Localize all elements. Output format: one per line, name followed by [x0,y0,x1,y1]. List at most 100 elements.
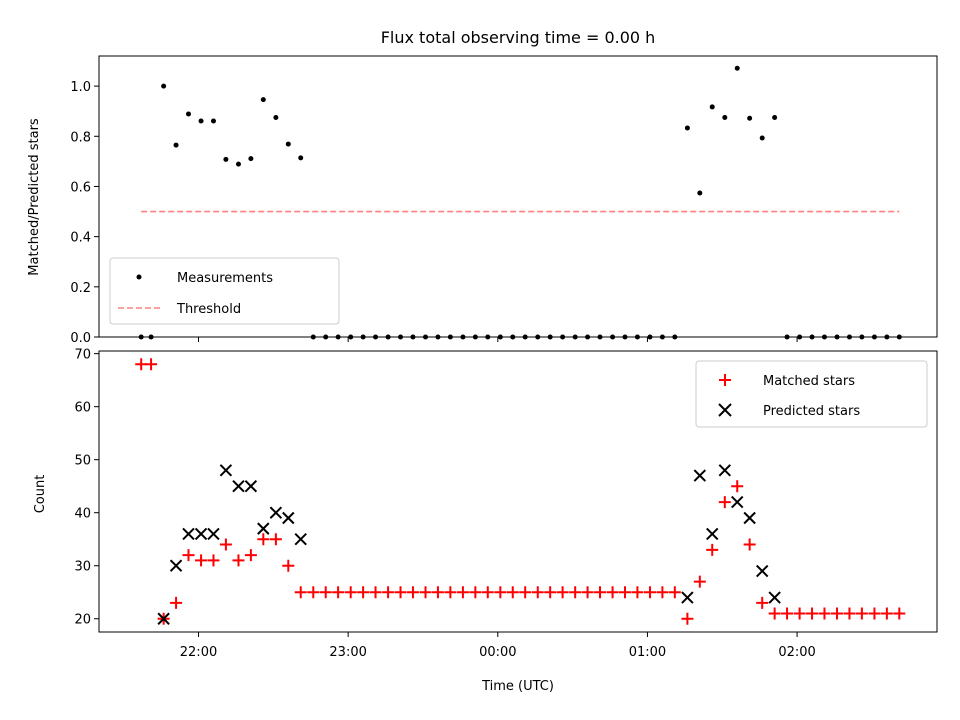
bottom-y-tick-label: 20 [74,613,91,628]
matched-star-point [469,586,482,599]
bottom-x-ticks: 22:00 23:00 00:00 01:00 02:00 [180,632,816,660]
measurement-point [772,114,778,120]
matched-star-point [631,586,644,599]
matched-star-point [444,586,457,599]
predicted-star-point [706,527,719,541]
measurement-point [248,156,254,162]
measurement-point [260,97,266,103]
legend-measurements-label: Measurements [177,271,273,286]
predicted-star-point [756,564,769,578]
measurement-point [684,125,690,131]
matched-star-point [494,586,507,599]
matched-star-point [481,586,494,599]
predicted-star-point [681,591,694,604]
predicted-star-point [282,511,295,525]
top-y-tick-label: 0.6 [70,180,91,195]
matched-star-point [456,586,469,599]
matched-star-point [893,607,906,620]
top-y-tick-label: 0.2 [70,281,91,296]
matched-star-point [344,586,357,599]
bottom-y-ticks: 20 30 40 50 60 70 [74,348,99,628]
matched-star-point [357,586,370,599]
matched-star-point [294,586,307,599]
measurement-point [747,115,753,121]
bottom-x-tick-label: 00:00 [479,645,516,660]
measurement-point [161,83,167,89]
legend-threshold-label: Threshold [176,302,241,317]
matched-star-point [618,586,631,599]
predicted-star-point [169,559,183,572]
matched-star-point [257,533,270,546]
matched-star-point [182,549,195,562]
matched-star-point [594,586,607,599]
matched-star-point [793,607,806,620]
measurement-point [697,190,703,196]
matched-star-point [244,549,257,562]
legend-predicted-marker [718,403,732,417]
matched-star-point [843,607,856,620]
matched-star-point [581,586,594,599]
matched-star-point [269,533,282,546]
measurement-point [285,141,291,147]
matched-star-point [668,586,681,599]
matched-star-point [718,496,731,509]
predicted-star-point [219,464,233,477]
predicted-star-point [182,527,195,541]
measurement-point [185,111,191,117]
matched-star-point [768,607,781,620]
matched-star-point [569,586,582,599]
matched-star-point [531,586,544,599]
matched-star-point [369,586,382,599]
bottom-axes-frame [98,350,938,633]
bottom-x-axis-label: Time (UTC) [481,679,554,694]
bottom-panel: Count Time (UTC) 20 30 40 50 60 70 22:00 23:00… [33,348,938,694]
legend-predicted-label: Predicted stars [763,404,860,419]
bottom-x-tick-label: 23:00 [329,645,366,660]
legend-matched-label: Matched stars [763,374,855,389]
bottom-y-tick-label: 50 [74,454,91,469]
matched-star-point [219,538,232,551]
matched-star-point [195,554,208,567]
top-y-axis-label: Matched/Predicted stars [27,118,42,276]
bottom-y-axis-label: Count [33,475,48,514]
matched-star-point [831,607,844,620]
matched-star-point [643,586,656,599]
measurement-point [734,65,740,71]
top-y-ticks: 0.0 0.2 0.4 0.6 0.8 1.0 [70,80,99,346]
predicted-star-point [244,479,258,493]
matched-star-point [419,586,432,599]
predicted-star-point [194,527,208,541]
top-y-tick-label: 0.8 [70,130,91,145]
matched-star-point [519,586,532,599]
predicted-star-point [294,533,307,546]
bottom-x-tick-label: 01:00 [629,645,666,660]
matched-star-point [606,586,619,599]
predicted-star-point [768,591,781,604]
matched-star-point [319,586,332,599]
figure-title: Flux total observing time = 0.00 h [381,28,656,47]
matched-star-point [145,358,158,371]
bottom-x-tick-label: 22:00 [180,645,217,660]
bottom-x-tick-label: 02:00 [778,645,815,660]
bottom-y-tick-label: 40 [74,507,91,522]
matched-star-point [382,586,395,599]
predicted-star-point [693,469,707,482]
matched-star-point [332,586,345,599]
bottom-legend-box [695,360,928,428]
top-legend: Measurements Threshold [109,257,340,325]
bottom-plot-area [135,358,906,625]
measurement-point [759,135,765,141]
matched-star-point [394,586,407,599]
top-axes-frame [98,55,938,338]
measurement-point [722,114,728,120]
top-y-tick-label: 0.4 [70,231,91,246]
measurement-point [273,114,279,120]
matched-star-point [170,596,183,609]
predicted-star-point [718,464,732,477]
measurement-point [223,156,229,162]
measurement-point [210,118,216,124]
top-legend-box [109,257,340,325]
matched-star-point [556,586,569,599]
legend-measurements-marker [136,274,142,280]
